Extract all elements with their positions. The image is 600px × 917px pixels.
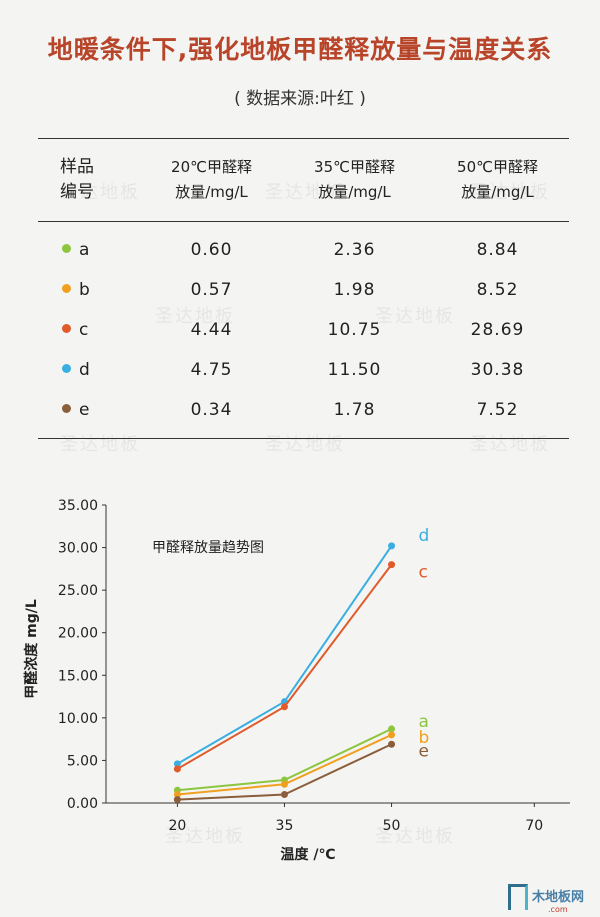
site-logo-text: 木地板网 <box>532 890 585 905</box>
table-row: e 0.34 1.78 7.52 <box>38 390 569 439</box>
sample-dot <box>62 403 71 413</box>
data-point-c <box>173 765 181 773</box>
x-tick-label: 70 <box>525 818 543 834</box>
sample-label: b <box>79 280 91 300</box>
x-tick-label: 20 <box>168 818 186 834</box>
site-logo-domain: .com <box>548 905 568 914</box>
header-35c-line1: 35℃甲醛释 <box>314 158 395 176</box>
value-35c: 2.36 <box>333 240 376 260</box>
sample-label: a <box>79 240 91 260</box>
series-label-e: e <box>419 741 429 761</box>
header-20c: 20℃甲醛释 放量/mg/L <box>140 139 283 222</box>
value-50c: 8.52 <box>476 280 519 300</box>
table-row: c 4.44 10.75 28.69 <box>38 310 569 350</box>
page-title: 地暖条件下,强化地板甲醛释放量与温度关系 <box>47 35 553 64</box>
y-axis-label: 甲醛浓度 mg/L <box>23 599 40 699</box>
y-tick-label: 10.00 <box>58 711 98 727</box>
value-20c: 4.44 <box>190 320 233 340</box>
table-row: a 0.60 2.36 8.84 <box>38 222 569 271</box>
value-20c: 4.75 <box>190 360 233 380</box>
data-point-c <box>280 703 288 711</box>
header-sample-line2: 编号 <box>60 182 94 202</box>
sample-cell: a <box>38 222 140 271</box>
sample-cell: b <box>38 270 140 310</box>
sample-dot <box>62 323 71 333</box>
x-tick-label: 50 <box>383 818 401 834</box>
sample-cell: d <box>38 350 140 390</box>
table-header-row: 样品 编号 20℃甲醛释 放量/mg/L 35℃甲醛释 放量/mg/L 50℃甲… <box>38 138 569 222</box>
value-20c: 0.60 <box>190 240 233 260</box>
value-20c: 0.57 <box>190 280 233 300</box>
value-50c: 7.52 <box>476 400 519 420</box>
header-sample-line1: 样品 <box>60 157 94 177</box>
data-point-e <box>388 740 396 748</box>
header-20c-line2: 放量/mg/L <box>175 183 248 201</box>
sample-label: d <box>79 360 91 380</box>
data-point-b <box>173 790 181 798</box>
value-50c: 8.84 <box>476 240 519 260</box>
data-point-b <box>280 780 288 788</box>
sample-cell: e <box>38 390 140 439</box>
data-point-c <box>388 561 396 569</box>
x-axis-label: 温度 /℃ <box>281 846 336 863</box>
data-point-e <box>173 796 181 804</box>
value-35c: 1.98 <box>333 280 376 300</box>
y-tick-label: 5.00 <box>67 753 98 769</box>
data-source: ( 数据来源:叶红 ) <box>234 89 366 109</box>
header-sample: 样品 编号 <box>38 139 140 222</box>
y-tick-label: 30.00 <box>58 541 98 557</box>
data-point-b <box>388 731 396 739</box>
y-tick-label: 35.00 <box>58 498 98 514</box>
series-label-a: a <box>419 712 429 732</box>
site-logo-icon <box>508 884 528 910</box>
header-35c-line2: 放量/mg/L <box>318 183 391 201</box>
y-tick-label: 15.00 <box>58 668 98 684</box>
sample-label: c <box>79 320 90 340</box>
header-20c-line1: 20℃甲醛释 <box>171 158 252 176</box>
header-35c: 35℃甲醛释 放量/mg/L <box>283 139 426 222</box>
data-point-a <box>388 725 396 733</box>
trend-line-chart: 0.00 5.00 10.00 15.00 20.00 25.00 30.00 35.00 20… <box>23 498 570 863</box>
value-35c: 1.78 <box>333 400 376 420</box>
header-50c-line1: 50℃甲醛释 <box>457 158 538 176</box>
sample-dot <box>62 363 71 373</box>
sample-label: e <box>79 400 91 420</box>
series-label-d: d <box>419 526 430 546</box>
data-point-d <box>388 542 396 550</box>
sample-cell: c <box>38 310 140 350</box>
value-20c: 0.34 <box>190 400 233 420</box>
sample-dot <box>62 243 71 253</box>
table-row: d 4.75 11.50 30.38 <box>38 350 569 390</box>
value-50c: 30.38 <box>470 360 525 380</box>
chart-title: 甲醛释放量趋势图 <box>152 540 264 556</box>
data-point-d <box>173 760 181 768</box>
value-35c: 10.75 <box>327 320 382 340</box>
y-tick-label: 0.00 <box>67 796 98 812</box>
emission-table: 样品 编号 20℃甲醛释 放量/mg/L 35℃甲醛释 放量/mg/L 50℃甲… <box>38 138 569 439</box>
series-label-c: c <box>419 563 428 583</box>
sample-dot <box>62 283 71 293</box>
header-50c-line2: 放量/mg/L <box>461 183 534 201</box>
header-50c: 50℃甲醛释 放量/mg/L <box>426 139 569 222</box>
table-row: b 0.57 1.98 8.52 <box>38 270 569 310</box>
x-tick-label: 35 <box>276 818 294 834</box>
series-line-c <box>176 563 393 770</box>
series-label-b: b <box>419 728 430 748</box>
y-tick-label: 20.00 <box>58 626 98 642</box>
value-50c: 28.69 <box>470 320 525 340</box>
y-tick-label: 25.00 <box>58 583 98 599</box>
data-point-e <box>280 790 288 798</box>
series-line-d <box>176 545 393 765</box>
value-35c: 11.50 <box>327 360 382 380</box>
